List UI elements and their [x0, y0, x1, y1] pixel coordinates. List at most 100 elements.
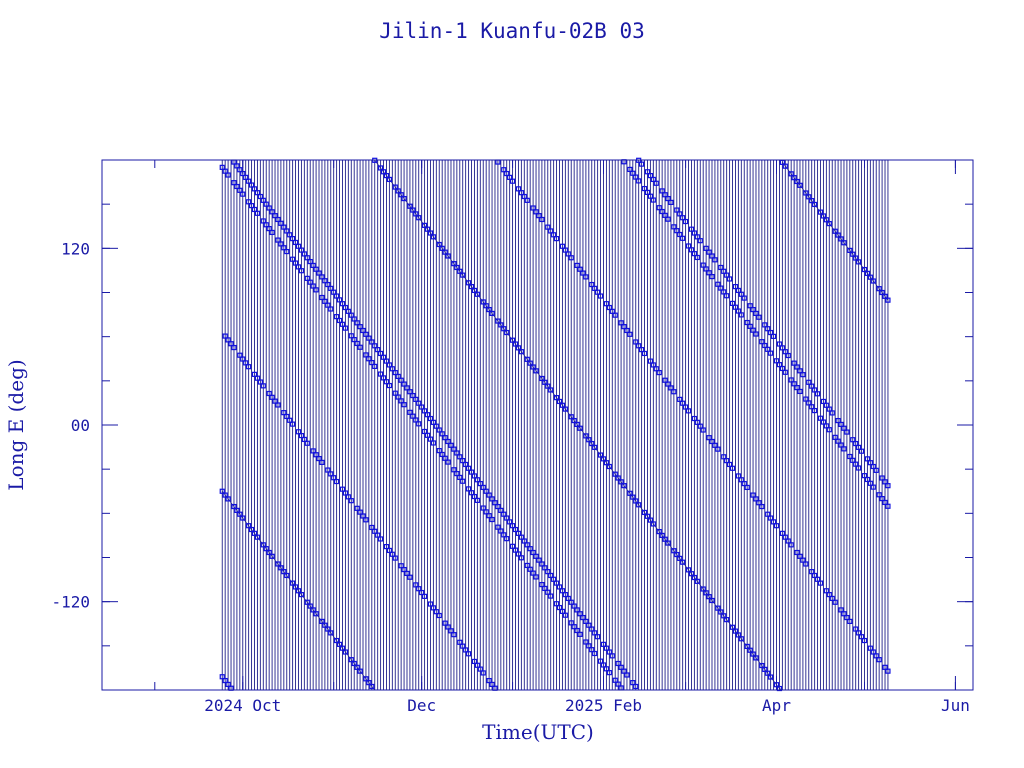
track-point	[864, 456, 871, 462]
track-point	[515, 186, 522, 192]
track-point	[671, 389, 677, 395]
track-point	[691, 230, 697, 236]
track-point	[489, 310, 495, 317]
track-point	[480, 484, 486, 491]
track-point	[548, 593, 554, 599]
track-point	[776, 362, 783, 368]
track-point	[512, 341, 519, 347]
track-point	[674, 551, 680, 558]
track-point	[841, 611, 847, 617]
track-point	[841, 425, 847, 431]
track-point	[322, 622, 328, 628]
track-point	[445, 438, 451, 445]
track-point	[812, 201, 818, 208]
track-point	[266, 390, 272, 397]
track-point	[685, 408, 692, 414]
track-point	[791, 360, 797, 366]
track-point	[817, 415, 824, 421]
track-point	[744, 643, 750, 650]
track-point	[882, 293, 888, 299]
track-point	[882, 479, 888, 485]
track-point	[779, 530, 785, 536]
track-point	[501, 532, 507, 538]
track-point	[357, 668, 363, 674]
track-point	[773, 358, 780, 364]
track-point	[424, 412, 431, 418]
track-point	[656, 369, 662, 376]
track-point	[471, 658, 478, 665]
chart-title: Jilin-1 Kuanfu-02B 03	[379, 19, 645, 43]
track-point	[542, 379, 548, 385]
track-point	[562, 612, 568, 618]
track-point	[644, 513, 651, 519]
track-point	[392, 555, 398, 561]
track-point	[803, 190, 809, 196]
track-point	[662, 536, 668, 542]
track-point	[592, 444, 598, 450]
track-point	[319, 459, 325, 465]
track-point	[319, 618, 325, 624]
track-point	[530, 205, 536, 211]
track-point	[383, 173, 390, 179]
track-point	[694, 254, 700, 261]
track-point	[419, 589, 425, 596]
track-point	[304, 275, 310, 281]
track-point	[222, 492, 228, 498]
track-point	[524, 197, 530, 203]
track-point	[650, 362, 656, 368]
track-point	[424, 226, 431, 232]
track-point	[222, 333, 228, 339]
track-point	[515, 551, 522, 557]
track-point	[351, 660, 357, 667]
track-point	[721, 268, 727, 274]
track-point	[442, 435, 448, 441]
track-point	[471, 287, 478, 294]
track-point	[301, 251, 307, 257]
track-point	[838, 442, 844, 448]
track-point	[574, 421, 580, 428]
track-point	[281, 569, 287, 575]
track-point	[885, 483, 891, 489]
track-point	[844, 614, 850, 621]
track-point	[266, 226, 272, 232]
track-point	[556, 398, 563, 405]
track-point	[841, 446, 847, 452]
track-point	[380, 354, 387, 360]
track-point	[562, 406, 568, 412]
track-point	[254, 210, 261, 216]
track-point	[732, 304, 739, 310]
track-point	[451, 467, 457, 473]
track-point	[498, 322, 504, 328]
track-point	[465, 651, 472, 657]
track-point	[354, 505, 360, 511]
track-point	[688, 247, 695, 253]
track-point	[709, 438, 715, 445]
track-point	[858, 448, 865, 454]
track-point	[636, 178, 642, 184]
track-point	[647, 517, 654, 523]
track-point	[372, 528, 378, 534]
track-point	[254, 190, 261, 196]
track-point	[797, 388, 803, 395]
track-point	[351, 316, 357, 322]
track-point	[832, 434, 838, 440]
track-point	[677, 396, 683, 402]
track-point	[474, 662, 480, 668]
track-point	[439, 451, 445, 458]
track-point	[794, 364, 800, 370]
track-point	[237, 167, 243, 173]
track-point	[615, 660, 621, 667]
track-point	[231, 180, 237, 186]
track-point	[712, 257, 718, 263]
track-point	[354, 340, 360, 347]
track-point	[310, 262, 316, 269]
track-point	[348, 312, 354, 318]
track-point	[290, 580, 296, 586]
track-point	[445, 253, 451, 259]
track-point	[498, 528, 504, 534]
track-point	[876, 286, 882, 292]
track-point	[509, 523, 516, 529]
track-point	[853, 440, 859, 447]
track-point	[369, 359, 375, 366]
track-point	[885, 503, 891, 509]
